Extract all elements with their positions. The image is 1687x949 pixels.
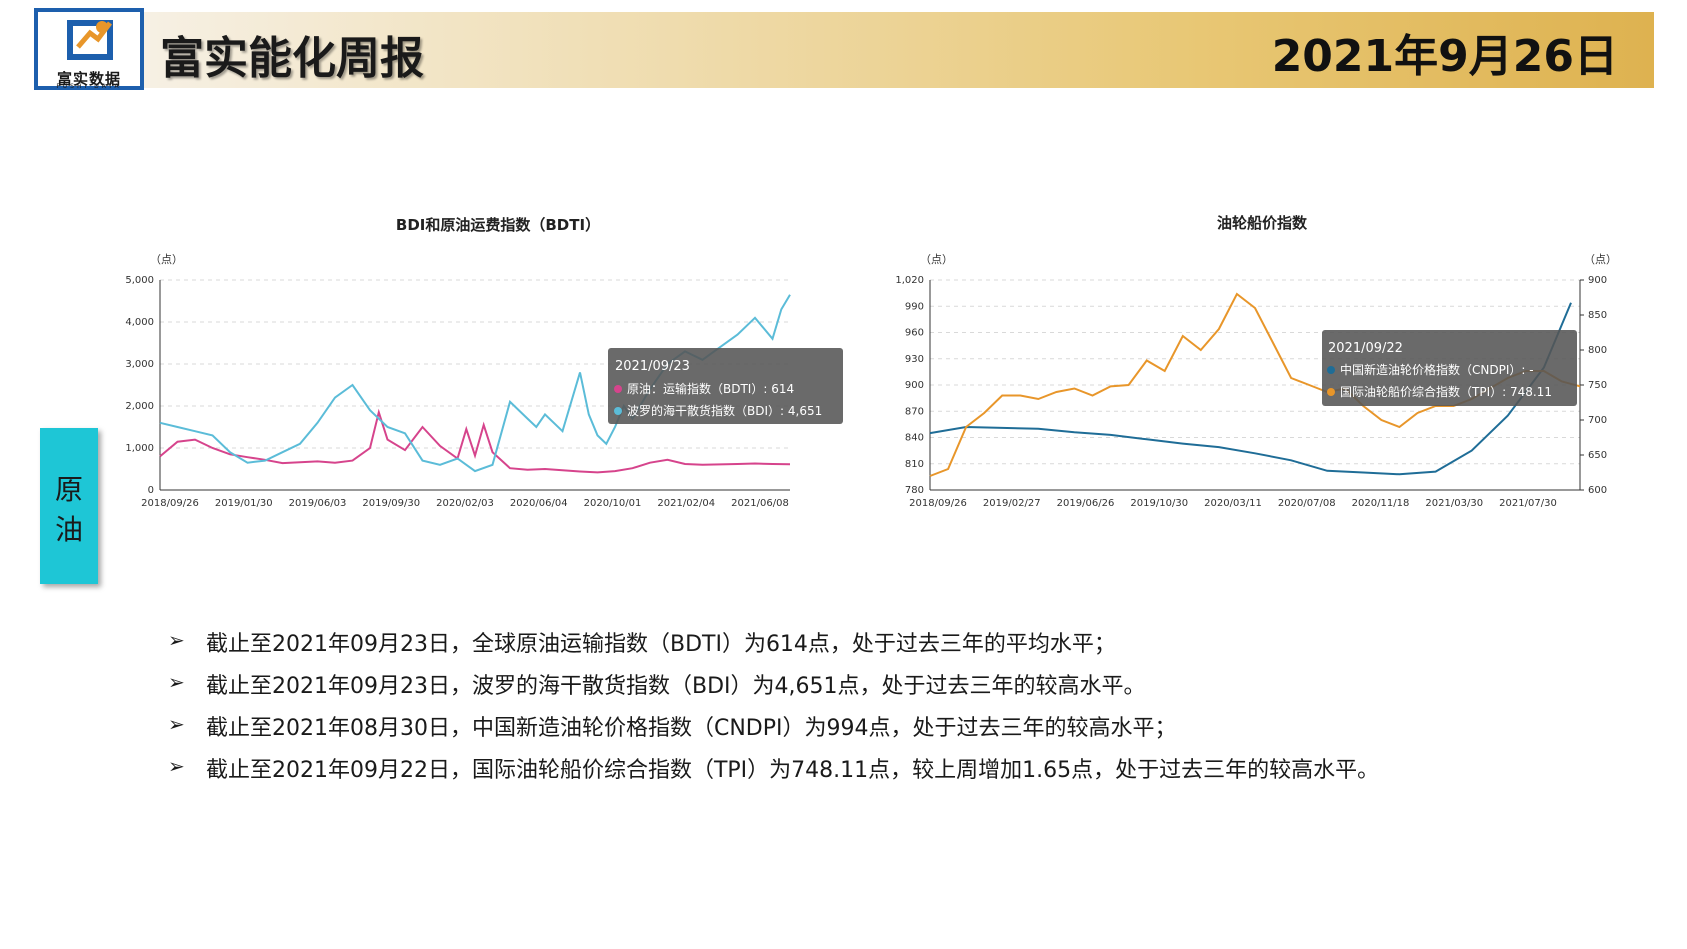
bullet-text: 截止至2021年09月23日，全球原油运输指数（BDTI）为614点，处于过去三… xyxy=(206,632,1116,657)
chart1-x-tick: 2020/10/01 xyxy=(584,498,642,509)
chart2-right-y-tick: 850 xyxy=(1588,310,1607,321)
chart2-left-y-tick: 990 xyxy=(905,301,924,312)
chart2-x-tick: 2020/11/18 xyxy=(1352,498,1410,509)
report-title: 富实能化周报 xyxy=(160,33,424,84)
chart1-x-tick: 2019/01/30 xyxy=(215,498,273,509)
bullet-arrow-icon: ➢ xyxy=(168,754,185,778)
chart2-title: 油轮船价指数 xyxy=(1217,214,1308,232)
header-band xyxy=(144,12,1654,88)
chart2-x-tick: 2021/03/30 xyxy=(1425,498,1483,509)
chart1-x-tick: 2021/06/08 xyxy=(731,498,789,509)
chart2-x-tick: 2019/06/26 xyxy=(1057,498,1115,509)
section-tab-char-1: 原 xyxy=(54,473,83,506)
chart2-left-y-tick: 930 xyxy=(905,354,924,365)
chart1-x-tick: 2020/06/04 xyxy=(510,498,568,509)
chart2-tooltip-dot-tpi xyxy=(1327,388,1335,396)
bullet-text: 截止至2021年09月22日，国际油轮船价综合指数（TPI）为748.11点，较… xyxy=(206,758,1380,783)
chart2-unit-right: （点） xyxy=(1584,253,1617,266)
chart2-tooltip-date: 2021/09/22 xyxy=(1328,341,1403,356)
chart2-left-y-tick: 960 xyxy=(905,328,924,339)
chart1-tooltip: 2021/09/23 原油：运输指数（BDTI）: 614 波罗的海干散货指数（… xyxy=(608,348,843,424)
bullet-arrow-icon: ➢ xyxy=(168,712,185,736)
series-line-cndpi xyxy=(929,302,1572,476)
chart2-left-y-tick: 900 xyxy=(905,380,924,391)
bullet-item: ➢ 截止至2021年09月23日，波罗的海干散货指数（BDI）为4,651点，处… xyxy=(168,668,1568,710)
chart1-y-tick: 4,000 xyxy=(125,317,154,328)
report-date: 2021年9月26日 xyxy=(1271,31,1618,82)
chart1-x-tick: 2019/09/30 xyxy=(362,498,420,509)
chart2-x-tick: 2019/02/27 xyxy=(983,498,1041,509)
bullet-arrow-icon: ➢ xyxy=(168,670,185,694)
chart2-right-y-tick: 800 xyxy=(1588,345,1607,356)
chart1-tooltip-bdti: 原油：运输指数（BDTI）: 614 xyxy=(627,381,794,396)
chart2-x-tick: 2021/07/30 xyxy=(1499,498,1557,509)
chart2-right-y-tick: 700 xyxy=(1588,415,1607,426)
chart2-left-y-tick: 1,020 xyxy=(895,275,924,286)
bullet-arrow-icon: ➢ xyxy=(168,628,185,652)
chart2-x-tick: 2019/10/30 xyxy=(1130,498,1188,509)
chart1-unit-left: （点） xyxy=(150,253,183,266)
logo-mark-icon xyxy=(67,20,113,60)
chart1-y-tick: 3,000 xyxy=(125,359,154,370)
bullet-text: 截止至2021年08月30日，中国新造油轮价格指数（CNDPI）为994点，处于… xyxy=(206,716,1177,741)
chart2-left-y-tick: 780 xyxy=(905,485,924,496)
series-line-bdti xyxy=(159,408,791,474)
chart2-right-y-tick: 750 xyxy=(1588,380,1607,391)
chart2-x-tick: 2020/03/11 xyxy=(1204,498,1262,509)
bullet-item: ➢ 截止至2021年09月22日，国际油轮船价综合指数（TPI）为748.11点… xyxy=(168,752,1568,794)
chart1-tooltip-dot-bdti xyxy=(614,385,622,393)
chart2-right-y-tick: 600 xyxy=(1588,485,1607,496)
chart2-x-tick: 2020/07/08 xyxy=(1278,498,1336,509)
chart2-left-y-tick: 840 xyxy=(905,433,924,444)
bullet-item: ➢ 截止至2021年08月30日，中国新造油轮价格指数（CNDPI）为994点，… xyxy=(168,710,1568,752)
section-tab-char-2: 油 xyxy=(54,513,83,546)
chart1-y-tick: 0 xyxy=(148,485,154,496)
report-header: 富实数据 FUSHI DATA 富实能化周报 2021年9月26日 xyxy=(34,8,1654,90)
chart2-tooltip-cndpi: 中国新造油轮价格指数（CNDPI）: - xyxy=(1340,362,1534,377)
chart2-tooltip-tpi: 国际油轮船价综合指数（TPI）: 748.11 xyxy=(1340,384,1552,399)
tanker-price-chart: 油轮船价指数 （点） （点） 1,020 990 960 930 900 870 840 81… xyxy=(895,214,1617,509)
logo-subtext: FUSHI DATA xyxy=(56,83,122,90)
chart1-x-tick: 2019/06/03 xyxy=(289,498,347,509)
section-tab-crude-oil[interactable]: 原 油 xyxy=(40,428,98,584)
chart1-tooltip-date: 2021/09/23 xyxy=(615,359,690,374)
summary-bullets: ➢ 截止至2021年09月23日，全球原油运输指数（BDTI）为614点，处于过… xyxy=(168,626,1568,794)
chart1-y-tick: 2,000 xyxy=(125,401,154,412)
chart2-tooltip-dot-cndpi xyxy=(1327,366,1335,374)
chart2-tooltip: 2021/09/22 中国新造油轮价格指数（CNDPI）: - 国际油轮船价综合… xyxy=(1322,330,1577,406)
chart2-left-y-tick: 810 xyxy=(905,459,924,470)
chart1-x-tick: 2018/09/26 xyxy=(141,498,199,509)
chart2-unit-left: （点） xyxy=(920,253,953,266)
chart1-x-tick: 2020/02/03 xyxy=(436,498,494,509)
chart2-right-y-tick: 650 xyxy=(1588,450,1607,461)
company-logo: 富实数据 FUSHI DATA xyxy=(34,8,144,90)
chart1-y-tick: 1,000 xyxy=(125,443,154,454)
chart2-right-y-tick: 900 xyxy=(1588,275,1607,286)
chart2-left-y-tick: 870 xyxy=(905,406,924,417)
bullet-text: 截止至2021年09月23日，波罗的海干散货指数（BDI）为4,651点，处于过… xyxy=(206,674,1146,699)
logo-text: 富实数据 xyxy=(56,70,121,88)
chart2-x-tick: 2018/09/26 xyxy=(909,498,967,509)
bullet-item: ➢ 截止至2021年09月23日，全球原油运输指数（BDTI）为614点，处于过… xyxy=(168,626,1568,668)
bdi-bdti-chart: BDI和原油运费指数（BDTI） （点） 5,000 4,000 3,000 2,00… xyxy=(125,216,843,509)
chart1-x-tick: 2021/02/04 xyxy=(657,498,715,509)
chart1-title: BDI和原油运费指数（BDTI） xyxy=(396,216,600,234)
chart1-y-tick: 5,000 xyxy=(125,275,154,286)
chart1-tooltip-dot-bdi xyxy=(614,407,622,415)
chart1-tooltip-bdi: 波罗的海干散货指数（BDI）: 4,651 xyxy=(627,403,822,418)
